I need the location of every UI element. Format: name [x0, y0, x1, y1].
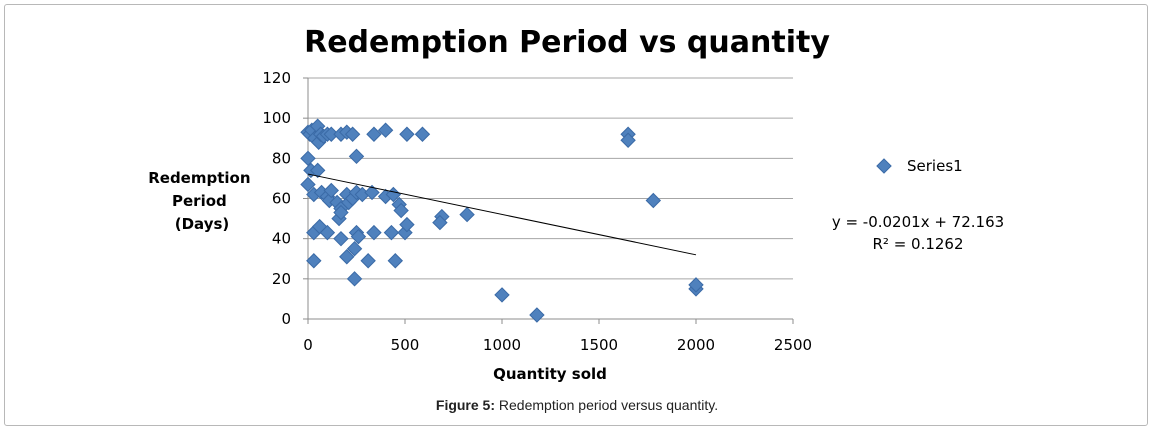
data-point: [339, 249, 355, 265]
data-point: [319, 224, 336, 241]
data-point: [645, 192, 662, 209]
data-point: [348, 148, 365, 165]
y-tick-label: 40: [272, 230, 291, 248]
data-point: [494, 287, 510, 303]
data-point: [399, 126, 415, 142]
y-tick-labels: 0 20 40 60 80 100 120: [262, 69, 291, 328]
y-tick-label: 80: [272, 149, 291, 167]
trendline-group: [307, 173, 697, 256]
data-point: [399, 216, 415, 233]
data-point: [387, 253, 404, 269]
data-point: [350, 228, 367, 245]
chart-title: Redemption Period vs quantity: [304, 25, 830, 60]
data-point: [333, 204, 349, 221]
data-point: [364, 184, 380, 201]
x-axis-title: Quantity sold: [493, 365, 607, 383]
data-point: [306, 253, 322, 269]
data-point: [393, 202, 409, 219]
figure-caption: Figure 5: Redemption period versus quant…: [0, 397, 1154, 413]
y-tick-label: 20: [272, 270, 291, 288]
y-axis-title-line-1: Redemption: [148, 169, 250, 187]
data-point: [377, 122, 394, 138]
data-point: [346, 241, 363, 257]
caption-text: Redemption period versus quantity.: [495, 397, 719, 413]
x-tick-label: 1000: [483, 336, 521, 354]
legend-marker: [876, 158, 892, 174]
y-axis-title-line-3: (Days): [175, 215, 230, 233]
equation-label: y = -0.0201x + 72.163: [832, 213, 1004, 231]
y-tick-label: 120: [262, 69, 291, 87]
y-tick-label: 60: [272, 190, 291, 208]
trendline: [307, 173, 697, 256]
data-point: [344, 126, 361, 142]
data-point: [311, 218, 328, 235]
figure-frame: [4, 4, 1148, 426]
scatter-chart: Redemption Period vs quantity 0 20 40 60 80 1…: [148, 25, 1004, 383]
data-point: [309, 162, 326, 179]
data-point: [360, 253, 376, 269]
r-squared-label: R² = 0.1262: [872, 235, 963, 253]
data-points: [300, 118, 704, 323]
data-point: [459, 206, 475, 223]
y-axis-title-line-2: Period: [172, 192, 227, 210]
y-tick-label: 100: [262, 109, 291, 127]
x-tick-label: 1500: [580, 336, 618, 354]
legend-label: Series1: [907, 157, 963, 175]
data-point: [385, 186, 402, 203]
data-point: [414, 126, 431, 142]
axes: [303, 77, 794, 324]
x-tick-label: 2500: [774, 336, 812, 354]
data-point: [432, 214, 448, 231]
data-point: [688, 277, 704, 293]
data-point: [333, 230, 349, 247]
data-point: [346, 271, 363, 287]
x-tick-label: 500: [391, 336, 420, 354]
y-axis-title: Redemption Period (Days): [148, 169, 256, 233]
data-point: [366, 126, 382, 142]
data-point: [529, 307, 545, 323]
data-point: [300, 150, 316, 167]
x-tick-label: 2000: [677, 336, 715, 354]
gridlines: [308, 77, 793, 280]
x-tick-labels: 0 500 1000 1500 2000 2500: [303, 336, 812, 354]
trendline-equation: y = -0.0201x + 72.163 R² = 0.1262: [832, 213, 1004, 253]
x-tick-label: 0: [303, 336, 313, 354]
data-point: [383, 224, 400, 241]
data-point: [366, 224, 382, 241]
y-tick-label: 0: [281, 310, 291, 328]
data-point: [300, 176, 316, 193]
data-point: [620, 132, 636, 148]
caption-label: Figure 5:: [435, 397, 496, 413]
data-point: [323, 182, 339, 199]
legend: Series1: [876, 157, 963, 175]
